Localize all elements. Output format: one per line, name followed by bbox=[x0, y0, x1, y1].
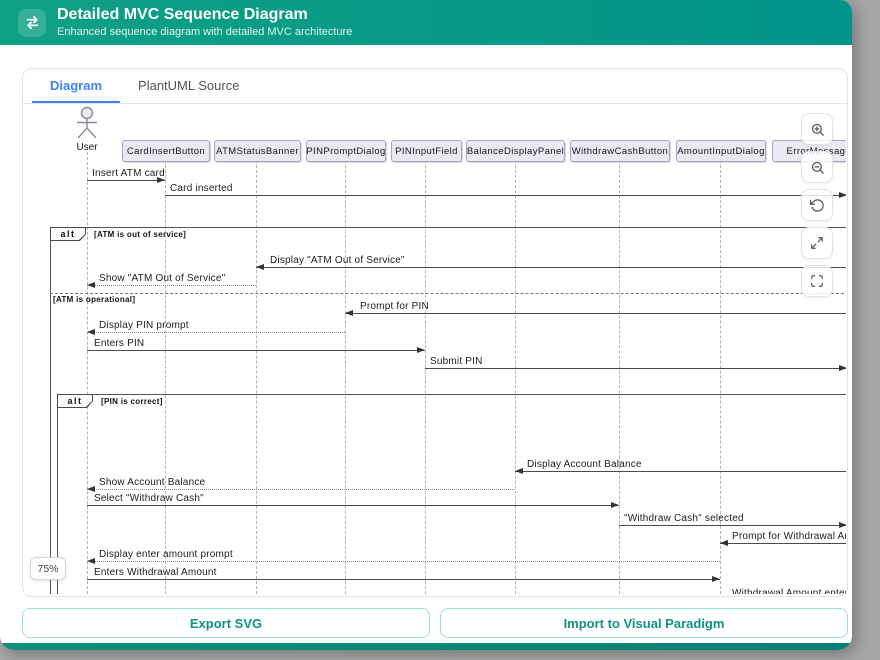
message-label: Display Account Balance bbox=[527, 459, 642, 470]
message-label: Prompt for Withdrawal Amou bbox=[732, 531, 846, 542]
lifeline bbox=[256, 160, 257, 594]
message-label: Insert ATM card bbox=[92, 168, 165, 179]
participant-box: CardInsertButton bbox=[122, 140, 210, 162]
header: Detailed MVC Sequence Diagram Enhanced s… bbox=[0, 0, 852, 45]
arrowhead bbox=[417, 347, 425, 353]
fullscreen-icon[interactable] bbox=[801, 265, 833, 297]
arrowhead bbox=[157, 177, 165, 183]
export-svg-button[interactable]: Export SVG bbox=[22, 608, 430, 638]
arrowhead bbox=[839, 365, 846, 371]
fragment-divider bbox=[50, 293, 846, 294]
arrowhead bbox=[712, 576, 720, 582]
message-line bbox=[87, 180, 165, 181]
zoom-level-badge: 75% bbox=[30, 557, 66, 580]
lifeline bbox=[515, 160, 516, 594]
participant-box: PINInputField bbox=[391, 140, 462, 162]
message-line bbox=[87, 332, 345, 333]
lifeline bbox=[720, 160, 721, 594]
message-label: Withdrawal Amount entered bbox=[732, 588, 846, 594]
message-line bbox=[425, 368, 846, 369]
participant-box: PINPromptDialog bbox=[306, 140, 386, 162]
message-label: Select "Withdraw Cash" bbox=[94, 493, 204, 504]
actor-label: User bbox=[76, 142, 98, 153]
participant-box: WithdrawCashButton bbox=[570, 140, 670, 162]
tab-diagram[interactable]: Diagram bbox=[32, 69, 121, 103]
lifeline bbox=[425, 160, 426, 594]
message-label: Prompt for PIN bbox=[360, 301, 429, 312]
swap-arrows-icon bbox=[18, 8, 46, 37]
main-card: Detailed MVC Sequence Diagram Enhanced s… bbox=[0, 0, 852, 650]
tab-bar: Diagram PlantUML Source bbox=[23, 69, 847, 104]
lifeline bbox=[87, 152, 88, 594]
fragment-guard: [ATM is out of service] bbox=[94, 230, 187, 239]
message-label: Enters PIN bbox=[94, 338, 145, 349]
message-label: Display PIN prompt bbox=[99, 320, 189, 331]
message-line bbox=[165, 195, 846, 196]
arrowhead bbox=[87, 282, 95, 288]
reset-view-icon[interactable] bbox=[801, 189, 833, 221]
lifeline bbox=[619, 160, 620, 594]
lifeline bbox=[345, 160, 346, 594]
message-line bbox=[87, 579, 720, 580]
message-line bbox=[87, 505, 619, 506]
alt-fragment bbox=[57, 394, 846, 594]
zoom-controls bbox=[801, 113, 833, 297]
page-title: Detailed MVC Sequence Diagram bbox=[57, 6, 308, 23]
arrowhead bbox=[345, 310, 353, 316]
message-line bbox=[87, 350, 425, 351]
message-line bbox=[720, 543, 846, 544]
fragment-else-guard: [ATM is operational] bbox=[53, 295, 136, 304]
message-label: Show "ATM Out of Service" bbox=[99, 273, 226, 284]
arrowhead bbox=[720, 540, 728, 546]
zoom-in-icon[interactable] bbox=[801, 113, 833, 145]
lifeline bbox=[165, 160, 166, 594]
expand-icon[interactable] bbox=[801, 227, 833, 259]
diagram-canvas[interactable]: User CardInsertButton ATMStatusBanner PINPr… bbox=[24, 104, 846, 594]
message-line bbox=[87, 285, 256, 286]
page-subtitle: Enhanced sequence diagram with detailed … bbox=[57, 26, 353, 38]
message-line bbox=[256, 267, 846, 268]
import-visual-paradigm-button[interactable]: Import to Visual Paradigm bbox=[440, 608, 848, 638]
arrowhead bbox=[87, 329, 95, 335]
message-label: Submit PIN bbox=[430, 356, 483, 367]
message-line bbox=[345, 313, 846, 314]
fragment-guard: [PIN is correct] bbox=[101, 397, 163, 406]
arrowhead bbox=[515, 468, 523, 474]
tab-plantuml-source[interactable]: PlantUML Source bbox=[138, 77, 240, 93]
message-label: Display enter amount prompt bbox=[99, 549, 233, 560]
message-line bbox=[619, 525, 846, 526]
message-line bbox=[87, 489, 515, 490]
message-line bbox=[87, 561, 720, 562]
participant-box: AmountInputDialog bbox=[676, 140, 766, 162]
message-line bbox=[515, 471, 846, 472]
arrowhead bbox=[839, 192, 846, 198]
footer-actions: Export SVG Import to Visual Paradigm bbox=[22, 608, 848, 638]
arrowhead bbox=[87, 486, 95, 492]
message-label: Display "ATM Out of Service" bbox=[270, 255, 405, 266]
arrowhead bbox=[839, 522, 846, 528]
fragment-keyword: alt bbox=[57, 394, 93, 408]
arrowhead bbox=[256, 264, 264, 270]
user-actor-icon bbox=[77, 106, 97, 139]
message-label: Enters Withdrawal Amount bbox=[94, 567, 217, 578]
alt-fragment bbox=[50, 227, 846, 594]
zoom-out-icon[interactable] bbox=[801, 151, 833, 183]
next-section-edge bbox=[0, 643, 852, 650]
message-label: Card inserted bbox=[170, 183, 233, 194]
diagram-panel: Diagram PlantUML Source User CardInsertBu… bbox=[22, 68, 848, 597]
message-label: Show Account Balance bbox=[99, 477, 206, 488]
participant-box: BalanceDisplayPanel bbox=[466, 140, 565, 162]
participant-box: ATMStatusBanner bbox=[214, 140, 301, 162]
message-label: "Withdraw Cash" selected bbox=[624, 513, 744, 524]
arrowhead bbox=[611, 502, 619, 508]
arrowhead bbox=[87, 558, 95, 564]
fragment-keyword: alt bbox=[50, 227, 86, 241]
